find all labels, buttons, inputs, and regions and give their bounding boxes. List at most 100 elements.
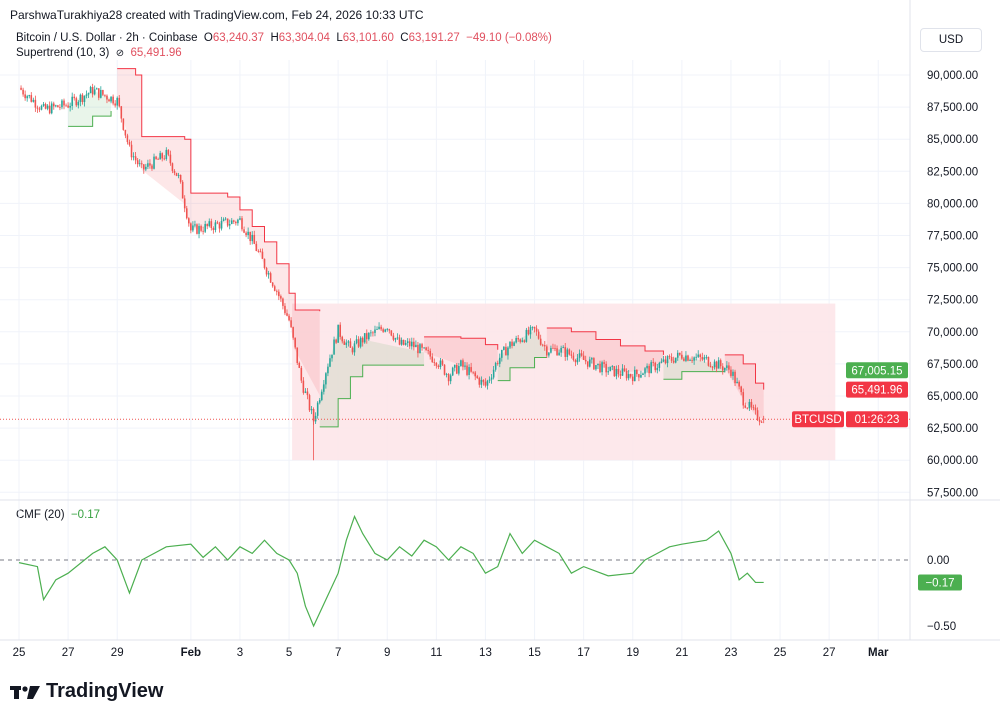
candle bbox=[335, 338, 337, 345]
candle-body bbox=[564, 347, 567, 357]
candle bbox=[325, 372, 327, 389]
candle-body bbox=[275, 290, 278, 292]
candle bbox=[255, 241, 258, 252]
candle-body bbox=[474, 372, 477, 377]
candle bbox=[59, 104, 61, 111]
time-tick-label: 5 bbox=[286, 647, 292, 659]
candle bbox=[642, 372, 644, 376]
candle-body bbox=[406, 341, 409, 344]
candle-body bbox=[370, 332, 372, 334]
candle-body bbox=[349, 341, 352, 348]
candle bbox=[658, 361, 661, 372]
candle bbox=[709, 361, 712, 368]
candle bbox=[280, 294, 282, 302]
candle bbox=[118, 95, 121, 108]
candle bbox=[140, 160, 143, 169]
candle bbox=[247, 227, 249, 240]
candle-body bbox=[709, 365, 712, 367]
candle-body bbox=[351, 347, 354, 353]
cmf-name[interactable]: CMF (20) bbox=[16, 509, 65, 521]
candle bbox=[257, 249, 260, 253]
candle bbox=[249, 231, 251, 245]
candle bbox=[588, 356, 591, 368]
candle bbox=[220, 216, 223, 231]
candle bbox=[282, 297, 284, 310]
candle bbox=[142, 164, 145, 174]
candle-body bbox=[721, 366, 724, 371]
candle bbox=[482, 379, 485, 386]
candle bbox=[157, 157, 159, 160]
candle bbox=[265, 266, 268, 277]
candle bbox=[474, 370, 477, 381]
candle-body bbox=[646, 365, 648, 369]
price-tick-label: 65,000.00 bbox=[927, 391, 978, 403]
candle bbox=[666, 355, 669, 368]
candle bbox=[580, 349, 583, 357]
candle-body bbox=[52, 103, 55, 107]
candle-body bbox=[501, 349, 503, 358]
candle bbox=[672, 356, 675, 364]
candle-body bbox=[108, 99, 110, 102]
indicator-name[interactable]: Supertrend (10, 3) bbox=[16, 47, 110, 59]
candle bbox=[343, 339, 346, 345]
candle-body bbox=[633, 369, 636, 382]
candle-body bbox=[327, 366, 329, 374]
time-tick-label: 15 bbox=[528, 647, 541, 659]
candle bbox=[627, 370, 630, 381]
candle-body bbox=[188, 218, 190, 224]
candle-body bbox=[83, 95, 86, 102]
candle-body bbox=[599, 363, 601, 373]
candle-body bbox=[505, 346, 507, 356]
candle-body bbox=[593, 358, 595, 370]
candle bbox=[437, 364, 440, 369]
candle bbox=[693, 356, 695, 365]
candle-body bbox=[165, 149, 168, 159]
candle-body bbox=[30, 95, 33, 102]
candle-body bbox=[132, 156, 135, 158]
candle-body bbox=[271, 282, 274, 287]
candle-body bbox=[623, 368, 626, 371]
candle bbox=[490, 374, 493, 384]
candle bbox=[613, 366, 616, 377]
supertrend-line-down bbox=[546, 327, 664, 355]
price-axis[interactable]: 90,000.00 87,500.00 85,000.00 82,500.00 80,0… bbox=[927, 70, 978, 633]
candle bbox=[441, 358, 444, 367]
candle-body bbox=[239, 218, 241, 220]
candle bbox=[625, 368, 628, 381]
supertrend-up-badge: 67,005.15 bbox=[851, 365, 902, 377]
candle-body bbox=[20, 87, 22, 90]
candle-body bbox=[760, 421, 763, 423]
candle bbox=[359, 336, 362, 349]
candle-body bbox=[147, 163, 149, 167]
candle-body bbox=[179, 174, 182, 182]
candle-body bbox=[550, 347, 552, 353]
time-tick-label: 17 bbox=[577, 647, 590, 659]
candle-body bbox=[306, 391, 309, 396]
candle bbox=[584, 355, 587, 365]
candle bbox=[468, 364, 470, 380]
candle bbox=[578, 349, 581, 362]
candle-body bbox=[77, 101, 80, 106]
candle-body bbox=[204, 224, 206, 232]
candle-body bbox=[719, 360, 722, 367]
candle bbox=[185, 205, 188, 220]
hidden-eye-icon[interactable]: ⊘ bbox=[115, 48, 125, 59]
supertrend-line-up bbox=[68, 110, 112, 127]
candle-body bbox=[120, 106, 123, 119]
candle-body bbox=[588, 359, 591, 367]
candle bbox=[292, 326, 294, 340]
time-axis[interactable]: 25 27 29 Feb 3 5 7 9 11 13 15 17 19 21 23 25 27 Mar bbox=[13, 647, 889, 659]
candle bbox=[586, 361, 589, 370]
symbol-title[interactable]: Bitcoin / U.S. Dollar · 2h · Coinbase bbox=[16, 32, 198, 44]
tradingview-logo[interactable]: TradingView bbox=[10, 680, 163, 703]
indicator-legend-row: Supertrend (10, 3) ⊘ 65,491.96 bbox=[16, 46, 552, 61]
currency-selector[interactable]: USD bbox=[920, 28, 982, 52]
candle bbox=[644, 367, 646, 378]
candle-body bbox=[81, 94, 84, 102]
candle bbox=[241, 216, 243, 232]
candle bbox=[404, 340, 407, 346]
candle-body bbox=[713, 361, 716, 368]
candle bbox=[394, 337, 397, 343]
candle bbox=[102, 89, 104, 97]
